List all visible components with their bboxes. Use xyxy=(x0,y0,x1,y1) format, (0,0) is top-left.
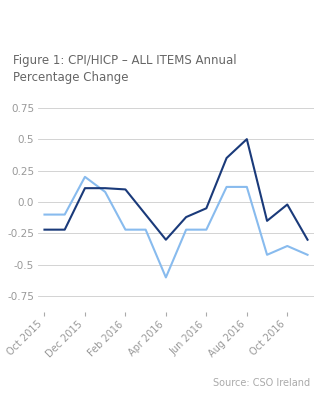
Text: Figure 1: CPI/HICP – ALL ITEMS Annual
Percentage Change: Figure 1: CPI/HICP – ALL ITEMS Annual Pe… xyxy=(13,54,236,84)
Text: Source: CSO Ireland: Source: CSO Ireland xyxy=(213,378,310,388)
